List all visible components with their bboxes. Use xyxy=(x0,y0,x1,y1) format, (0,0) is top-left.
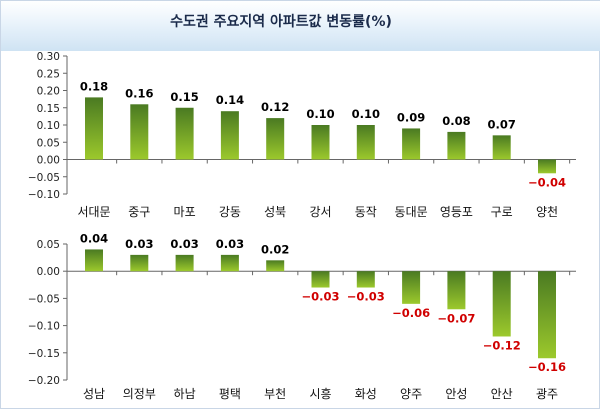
category-label: 양천 xyxy=(536,204,558,219)
data-label: 0.10 xyxy=(352,107,380,121)
data-label: 0.08 xyxy=(442,114,470,128)
y-tick-label: 0.25 xyxy=(37,68,60,80)
y-tick-label: −0.05 xyxy=(28,172,60,184)
data-label: 0.10 xyxy=(306,107,334,121)
chart-title: 수도권 주요지역 아파트값 변동률(%) xyxy=(170,14,392,30)
data-label: 0.09 xyxy=(397,110,425,124)
category-label: 강서 xyxy=(309,205,331,219)
title-banner: 수도권 주요지역 아파트값 변동률(%) xyxy=(1,1,600,51)
category-label: 시흥 xyxy=(309,387,331,401)
category-label: 안성 xyxy=(445,387,467,401)
y-tick-label: −0.15 xyxy=(28,348,60,360)
category-label: 동대문 xyxy=(395,205,428,219)
bar-8 xyxy=(402,128,421,160)
category-label: 강동 xyxy=(219,205,241,219)
data-label: −0.12 xyxy=(483,338,521,352)
category-label: 마포 xyxy=(174,205,196,219)
y-tick-label: 0.30 xyxy=(37,51,60,63)
data-label: −0.07 xyxy=(437,311,475,325)
data-label: 0.14 xyxy=(216,93,244,107)
y-tick-label: 0.00 xyxy=(37,266,60,278)
bar-7 xyxy=(356,125,375,160)
chart-1: 0.30 0.25 0.20 0.15 0.10 0.05 0.00 −0.05 −0.10 0.… xyxy=(28,51,576,219)
data-label: −0.06 xyxy=(392,306,430,320)
y-tick-label: −0.10 xyxy=(28,321,60,333)
bar-5 xyxy=(266,260,285,272)
bar-5 xyxy=(266,118,285,160)
category-label: 구로 xyxy=(491,205,513,219)
data-label: 0.18 xyxy=(80,79,108,93)
category-label: 의정부 xyxy=(123,387,156,401)
bar-11 xyxy=(538,271,556,359)
category-label: 안산 xyxy=(491,387,513,401)
data-label: 0.02 xyxy=(261,242,289,256)
category-label: 동작 xyxy=(355,205,377,219)
bar-3 xyxy=(175,107,194,160)
category-label: 평택 xyxy=(219,387,241,401)
category-label: 영등포 xyxy=(440,205,473,219)
bar-4 xyxy=(220,111,239,160)
bar-2 xyxy=(130,104,149,160)
bar-1 xyxy=(85,97,103,160)
data-label: 0.15 xyxy=(170,90,198,104)
y-tick-label: 0.05 xyxy=(37,239,60,251)
data-label: −0.03 xyxy=(301,290,339,304)
category-label: 광주 xyxy=(536,387,558,401)
y-tick-label: −0.05 xyxy=(28,293,60,305)
data-label: −0.16 xyxy=(528,360,566,374)
data-label: 0.04 xyxy=(80,231,108,245)
data-label: 0.03 xyxy=(170,237,198,251)
y-tick-label: 0.05 xyxy=(37,137,60,149)
bar-11 xyxy=(538,159,556,174)
bar-10 xyxy=(492,271,511,337)
data-label: 0.12 xyxy=(261,100,289,114)
data-label: 0.03 xyxy=(216,237,244,251)
category-label: 성북 xyxy=(264,205,286,219)
bar-3 xyxy=(175,254,194,272)
chart-2: 0.05 0.00 −0.05 −0.10 −0.15 −0.20 0.04 성남 0.03 의정… xyxy=(28,231,576,401)
bar-8 xyxy=(402,271,421,304)
bar-9 xyxy=(447,131,466,160)
y-tick-label: 0.10 xyxy=(37,120,60,132)
category-label: 하남 xyxy=(174,387,196,401)
category-label: 중구 xyxy=(128,205,150,219)
bar-6 xyxy=(311,125,330,160)
bar-9 xyxy=(447,271,466,310)
category-label: 양주 xyxy=(400,387,422,401)
category-label: 서대문 xyxy=(77,205,110,219)
bar-7 xyxy=(356,271,375,288)
category-label: 성남 xyxy=(83,387,105,401)
bar-1 xyxy=(85,249,103,272)
data-label: 0.16 xyxy=(125,86,153,100)
y-tick-label: 0.15 xyxy=(37,103,60,115)
y-tick-label: −0.10 xyxy=(28,189,60,201)
y-tick-label: 0.20 xyxy=(37,86,60,98)
bar-2 xyxy=(130,254,149,272)
data-label: −0.03 xyxy=(347,290,385,304)
y-tick-label: 0.00 xyxy=(37,155,60,167)
category-label: 부천 xyxy=(264,386,286,401)
bar-4 xyxy=(220,254,239,272)
bar-6 xyxy=(311,271,330,288)
category-label: 화성 xyxy=(355,387,377,401)
data-label: 0.03 xyxy=(125,237,153,251)
data-label: 0.07 xyxy=(488,117,516,131)
y-tick-label: −0.20 xyxy=(28,375,60,387)
bar-10 xyxy=(492,135,511,160)
data-label: −0.04 xyxy=(528,175,566,189)
